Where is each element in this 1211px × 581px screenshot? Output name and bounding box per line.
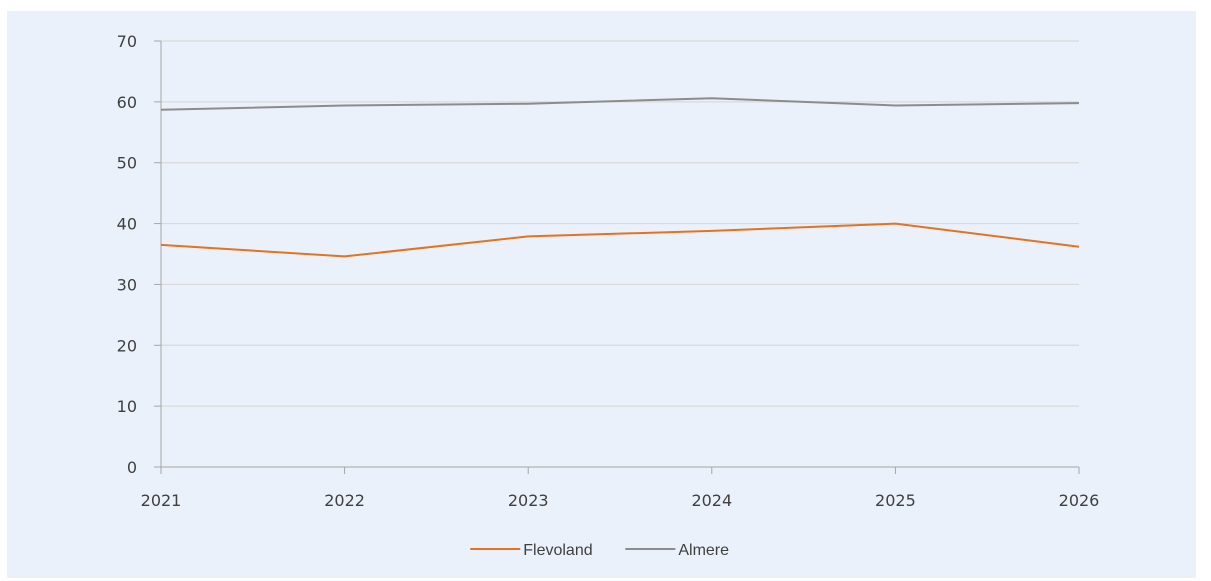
series-line-almere — [160, 97, 1080, 111]
x-tick-label: 2024 — [691, 491, 732, 510]
axes — [154, 40, 1080, 474]
y-tick-label: 50 — [117, 154, 137, 173]
y-tick-label: 70 — [117, 32, 137, 51]
y-tick-label: 40 — [117, 215, 137, 234]
y-axis-tick-labels: 0 10 20 30 40 50 60 70 — [117, 32, 137, 477]
y-tick-label: 30 — [117, 275, 137, 294]
x-tick-label: 2025 — [875, 491, 916, 510]
x-tick-label: 2022 — [324, 491, 365, 510]
legend-label-almere: Almere — [678, 542, 729, 559]
y-tick-label: 0 — [127, 458, 137, 477]
chart-background — [7, 11, 1196, 578]
y-tick-label: 60 — [117, 93, 137, 112]
x-tick-label: 2026 — [1059, 491, 1100, 510]
series-line-flevoland — [160, 222, 1080, 258]
x-tick-label: 2021 — [141, 491, 182, 510]
legend-label-flevoland: Flevoland — [523, 542, 592, 559]
legend: Flevoland Almere — [470, 542, 729, 559]
y-tick-label: 10 — [117, 397, 137, 416]
series-lines — [160, 97, 1080, 258]
y-tick-label: 20 — [117, 336, 137, 355]
x-axis-tick-labels: 2021 2022 2023 2024 2025 2026 — [141, 491, 1100, 510]
x-tick-label: 2023 — [508, 491, 549, 510]
